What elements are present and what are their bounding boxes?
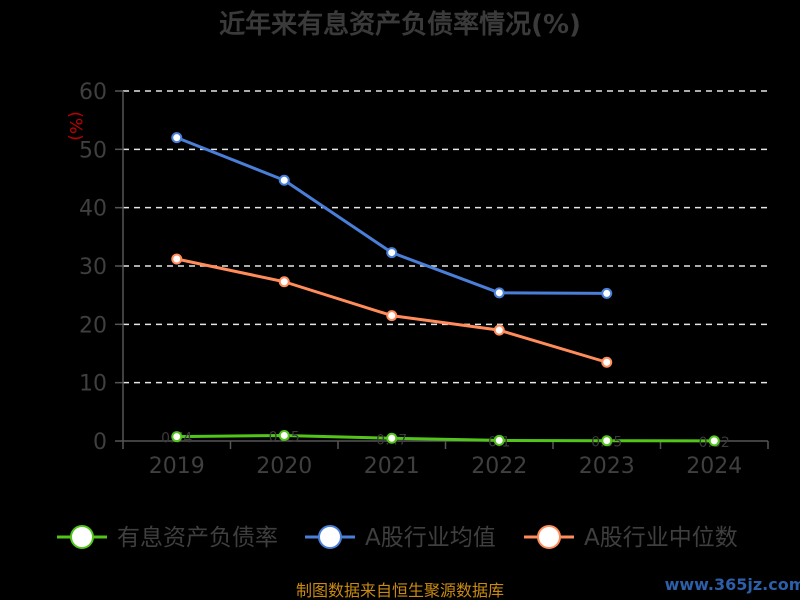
- x-tick-label: 2024: [686, 454, 742, 479]
- data-point: [493, 434, 505, 446]
- x-tick-label: 2020: [256, 454, 312, 479]
- data-point: [601, 287, 613, 299]
- y-axis-unit: (%): [65, 111, 85, 140]
- series-lines: 0.740.950.470.10.050.02: [161, 132, 730, 451]
- series-line: [176, 136, 607, 295]
- data-point: [386, 432, 398, 444]
- legend-item: A股行业中位数: [524, 525, 738, 551]
- data-point: [493, 287, 505, 299]
- data-point: [386, 310, 398, 322]
- legend-label: A股行业中位数: [584, 525, 738, 551]
- chart-title: 近年来有息资产负债率情况(%): [219, 9, 581, 40]
- data-point: [493, 324, 505, 336]
- data-point: [601, 356, 613, 368]
- legend: 有息资产负债率 A股行业均值 A股行业中位数: [57, 525, 738, 551]
- series-1: [171, 132, 613, 299]
- y-tick-label: 0: [93, 430, 107, 455]
- y-tick-label: 60: [79, 80, 107, 105]
- legend-item: 有息资产负债率: [57, 525, 278, 551]
- y-tick-label: 20: [79, 313, 107, 338]
- legend-item: A股行业均值: [305, 525, 496, 551]
- grid-lines: [123, 90, 768, 384]
- data-source-footer: 制图数据来自恒生聚源数据库: [296, 581, 504, 600]
- data-point: [171, 132, 183, 144]
- legend-label: A股行业均值: [365, 525, 496, 551]
- x-tick-label: 2023: [579, 454, 635, 479]
- series-2: [171, 253, 613, 368]
- x-tick-label: 2022: [471, 454, 527, 479]
- legend-marker: [318, 525, 342, 549]
- data-point: [386, 247, 398, 259]
- legend-label: 有息资产负债率: [117, 525, 278, 551]
- data-point: [171, 431, 183, 443]
- series-line: [176, 433, 715, 443]
- x-tick-label: 2021: [364, 454, 420, 479]
- y-tick-label: 10: [79, 372, 107, 397]
- data-point: [278, 429, 290, 441]
- y-tick-label: 50: [79, 138, 107, 163]
- x-tick-label: 2019: [149, 454, 205, 479]
- data-point: [601, 435, 613, 447]
- legend-marker: [70, 525, 94, 549]
- legend-marker: [537, 525, 561, 549]
- y-tick-label: 40: [79, 197, 107, 222]
- data-point: [278, 276, 290, 288]
- data-point: [708, 435, 720, 447]
- data-point: [171, 253, 183, 265]
- y-tick-label: 30: [79, 255, 107, 280]
- data-point: [278, 174, 290, 186]
- series-0: 0.740.950.470.10.050.02: [161, 429, 730, 450]
- watermark: www.365jz.com: [665, 575, 800, 594]
